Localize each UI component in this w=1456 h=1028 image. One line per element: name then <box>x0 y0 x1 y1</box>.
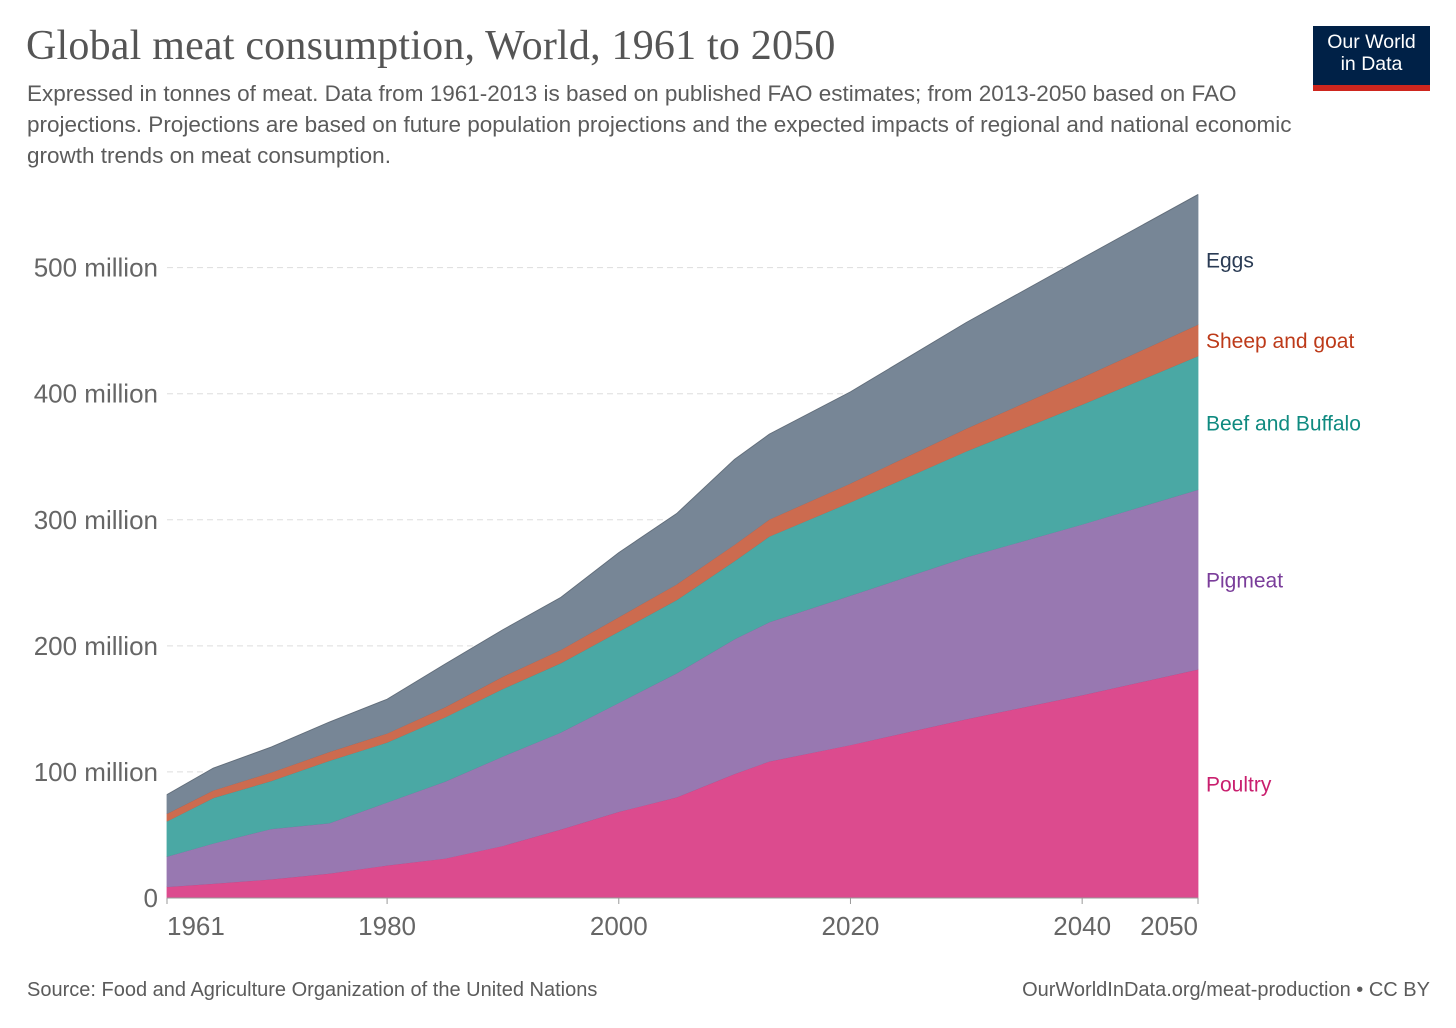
area-edge <box>166 194 1199 796</box>
y-tick-label: 0 <box>144 883 158 913</box>
x-tick-label: 1980 <box>358 911 416 941</box>
axes: 0 100 million 200 million 300 million 400 mi… <box>34 253 1199 941</box>
x-tick-label: 2000 <box>590 911 648 941</box>
series-label-sheep-and-goat[interactable]: Sheep and goat <box>1206 330 1354 353</box>
x-tick-label: 1961 <box>167 911 225 941</box>
area-series <box>166 194 1199 899</box>
chart-title: Global meat consumption, World, 1961 to … <box>26 23 836 69</box>
chart-subtitle: Expressed in tonnes of meat. Data from 1… <box>27 81 1292 168</box>
x-tick-label: 2040 <box>1053 911 1111 941</box>
y-tick-label: 100 million <box>34 757 158 787</box>
owid-logo[interactable]: Our World in Data <box>1313 26 1430 91</box>
x-tick-label: 2020 <box>822 911 880 941</box>
y-tick-label: 500 million <box>34 253 158 283</box>
y-tick-label: 400 million <box>34 379 158 409</box>
source-link[interactable]: OurWorldInData.org/meat-production • CC … <box>1022 979 1430 1001</box>
x-tick-label: 2050 <box>1140 911 1198 941</box>
y-tick-label: 200 million <box>34 631 158 661</box>
source-note: Source: Food and Agriculture Organizatio… <box>27 979 598 1001</box>
series-label-beef-and-buffalo[interactable]: Beef and Buffalo <box>1206 413 1361 436</box>
y-tick-label: 300 million <box>34 505 158 535</box>
series-label-eggs[interactable]: Eggs <box>1206 249 1254 272</box>
series-label-pigmeat[interactable]: Pigmeat <box>1206 569 1283 592</box>
logo-line-1: Our World <box>1327 31 1416 53</box>
area-eggs[interactable] <box>166 194 1199 814</box>
logo-accent-bar <box>1313 85 1430 91</box>
series-labels: Poultry Pigmeat Beef and Buffalo Sheep and … <box>1206 249 1361 796</box>
series-label-poultry[interactable]: Poultry <box>1206 774 1272 797</box>
logo-line-2: in Data <box>1340 53 1403 75</box>
